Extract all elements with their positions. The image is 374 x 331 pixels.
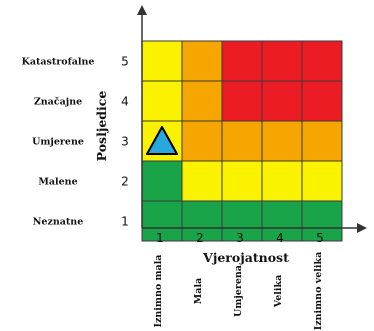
- x-category-label: Velika: [273, 275, 284, 309]
- matrix-cell-p5-c1: [301, 200, 343, 242]
- matrix-cell-p5-c2: [301, 160, 343, 202]
- x-tick-labels: 1 2 3 4 5: [156, 231, 324, 245]
- y-category-label: Umjerene: [32, 137, 84, 148]
- x-tick-label: 4: [276, 231, 284, 245]
- x-category-label: Mala: [193, 278, 204, 304]
- x-tick-label: 3: [236, 231, 244, 245]
- matrix-cell-p1-c2: [141, 160, 183, 202]
- matrix-cell-p1-c4: [141, 80, 183, 122]
- x-category-label: Iznimno velika: [313, 252, 324, 330]
- x-tick-label: 2: [196, 231, 204, 245]
- y-tick-labels: 1 2 3 4 5: [121, 55, 129, 229]
- y-category-label: Neznatne: [33, 217, 84, 228]
- matrix-cell-p3-c2: [221, 160, 263, 202]
- y-category-labels: Neznatne Malene Umjerene Značajne Katastrofa…: [22, 57, 95, 228]
- matrix-cell-p3-c5: [221, 40, 263, 82]
- y-category-label: Katastrofalne: [22, 57, 95, 68]
- matrix-cell-p5-c3: [301, 120, 343, 162]
- y-tick-label: 2: [121, 175, 129, 189]
- x-axis-title: Vjerojatnost: [202, 250, 289, 265]
- y-axis-title: Posljedice: [94, 91, 109, 162]
- matrix-cell-p2-c1: [181, 200, 223, 242]
- risk-marker: [146, 126, 178, 155]
- x-category-label: Iznimno mala: [153, 255, 164, 328]
- matrix-cell-p4-c4: [261, 80, 303, 122]
- matrix-cell-p4-c2: [261, 160, 303, 202]
- matrix-cell-p2-c2: [181, 160, 223, 202]
- matrix-cell-p1-c5: [141, 40, 183, 82]
- matrix-cell-p2-c5: [181, 40, 223, 82]
- matrix-cell-p4-c5: [261, 40, 303, 82]
- x-tick-label: 5: [316, 231, 324, 245]
- y-category-label: Malene: [38, 177, 77, 188]
- matrix-cell-p2-c4: [181, 80, 223, 122]
- matrix-cell-p3-c3: [221, 120, 263, 162]
- matrix-cell-p3-c4: [221, 80, 263, 122]
- y-category-label: Značajne: [34, 97, 82, 108]
- triangle-marker: [146, 126, 178, 155]
- x-tick-label: 1: [156, 231, 164, 245]
- y-tick-label: 3: [121, 135, 129, 149]
- y-tick-label: 4: [121, 95, 129, 109]
- matrix-cell-p5-c5: [301, 40, 343, 82]
- x-category-labels: Iznimno mala Mala Umjerena Velika Iznimno ve…: [153, 252, 324, 330]
- y-tick-label: 1: [121, 215, 129, 229]
- x-category-label: Umjerena: [233, 265, 244, 317]
- matrix-cell-p5-c4: [301, 80, 343, 122]
- matrix-cell-p4-c3: [261, 120, 303, 162]
- matrix-cell-p2-c3: [181, 120, 223, 162]
- y-tick-label: 5: [121, 55, 129, 69]
- matrix-cells: [141, 40, 343, 242]
